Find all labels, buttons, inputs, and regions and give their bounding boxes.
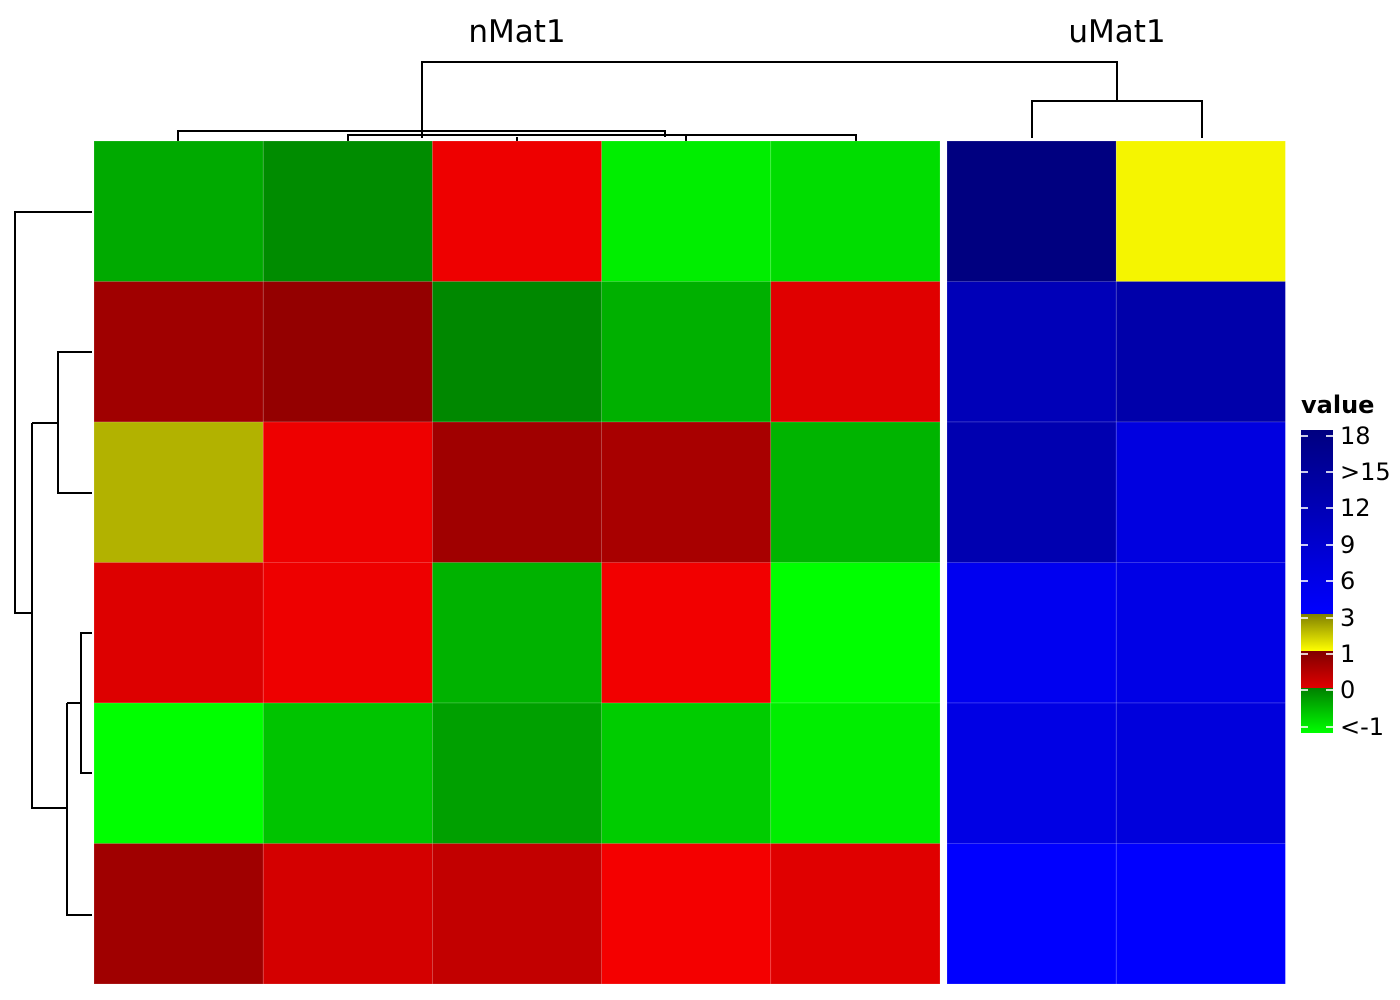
heatmap-block-nmat1 — [93, 140, 941, 985]
heatmap-cell-nmat1-r6-c1 — [93, 843, 264, 985]
legend-tick-label: >15 — [1340, 458, 1391, 486]
column-dendrogram-umat1-link — [1031, 100, 1203, 138]
heatmap-cell-nmat1-r2-c3 — [432, 281, 602, 423]
row-dendrogram — [14, 211, 92, 916]
row-dendrogram-row2-row3-link — [57, 351, 92, 494]
column-dendrogram — [177, 61, 1203, 141]
legend-tick-label: 12 — [1340, 494, 1371, 522]
heatmap-cell-umat1-r1-c1 — [946, 140, 1117, 282]
heatmap-cell-nmat1-r2-c2 — [262, 281, 433, 423]
heatmap-cell-nmat1-r4-c2 — [262, 562, 433, 704]
heatmap-cell-umat1-r3-c1 — [946, 421, 1117, 563]
row-dendrogram-top-link — [14, 211, 92, 614]
legend-tick-label: 6 — [1340, 567, 1355, 595]
heatmap-cell-nmat1-r6-c5 — [770, 843, 941, 985]
heatmap-cell-umat1-r4-c2 — [1115, 562, 1286, 704]
heatmap-cell-nmat1-r3-c5 — [770, 421, 941, 563]
heatmap-cell-nmat1-r1-c5 — [770, 140, 941, 282]
heatmap-cell-nmat1-r5-c4 — [601, 702, 772, 844]
heatmap-cell-nmat1-r4-c3 — [432, 562, 602, 704]
heatmap-cell-umat1-r2-c2 — [1115, 281, 1286, 423]
heatmap-cell-umat1-r5-c1 — [946, 702, 1117, 844]
legend-bar-yellow — [1301, 614, 1333, 651]
group-title-umat1: uMat1 — [1068, 14, 1165, 50]
heatmap-cell-nmat1-r1-c1 — [93, 140, 264, 282]
heatmap-cell-nmat1-r2-c4 — [601, 281, 772, 423]
legend-tick-label: 1 — [1340, 640, 1355, 668]
heatmap-cell-nmat1-r6-c3 — [432, 843, 602, 985]
legend-tick-label: 3 — [1340, 604, 1355, 632]
legend: value 18 >15 12 9 6 3 1 0 <-1 — [1301, 391, 1391, 741]
heatmap-cell-nmat1-r3-c2 — [262, 421, 433, 563]
heatmap-cell-umat1-r5-c2 — [1115, 702, 1286, 844]
heatmap-cell-umat1-r2-c1 — [946, 281, 1117, 423]
legend-tick-label: 9 — [1340, 531, 1355, 559]
legend-bar-green — [1301, 688, 1333, 733]
heatmap-cell-nmat1-r3-c1 — [93, 421, 264, 563]
heatmap-cell-nmat1-r5-c2 — [262, 702, 433, 844]
heatmap-cell-nmat1-r4-c4 — [601, 562, 772, 704]
heatmap-cell-nmat1-r3-c3 — [432, 421, 602, 563]
column-dendrogram-nmat1-link-b — [347, 134, 857, 141]
heatmap-cell-nmat1-r6-c2 — [262, 843, 433, 985]
legend-tick-label: 0 — [1340, 676, 1355, 704]
heatmap-cell-nmat1-r3-c4 — [601, 421, 772, 563]
heatmap-cell-nmat1-r5-c1 — [93, 702, 264, 844]
row-dendrogram-lower-cluster — [66, 703, 92, 916]
row-dendrogram-upper-cluster — [31, 423, 67, 809]
row-dendrogram-row4-row5-link — [80, 632, 92, 774]
heatmap-cell-umat1-r4-c1 — [946, 562, 1117, 704]
legend-bar-blue — [1301, 430, 1333, 614]
legend-ticks: 18 >15 12 9 6 3 1 0 <-1 — [1301, 422, 1391, 741]
column-dendrogram-top-link — [421, 61, 1118, 138]
heatmap-cell-umat1-r3-c2 — [1115, 421, 1286, 563]
heatmap-cell-umat1-r1-c2 — [1115, 140, 1286, 282]
heatmap-cell-nmat1-r4-c5 — [770, 562, 941, 704]
heatmap-cell-umat1-r6-c2 — [1115, 843, 1286, 985]
heatmap-cell-nmat1-r4-c1 — [93, 562, 264, 704]
heatmap-cell-nmat1-r6-c4 — [601, 843, 772, 985]
heatmap-cell-umat1-r6-c1 — [946, 843, 1117, 985]
heatmap-cell-nmat1-r5-c3 — [432, 702, 602, 844]
legend-tick-label: 18 — [1340, 422, 1371, 450]
group-title-nmat1: nMat1 — [468, 14, 565, 50]
heatmap-cell-nmat1-r1-c4 — [601, 140, 772, 282]
heatmap-cell-nmat1-r5-c5 — [770, 702, 941, 844]
heatmap-block-umat1 — [946, 140, 1286, 985]
heatmap-cell-nmat1-r2-c5 — [770, 281, 941, 423]
legend-bar-red — [1301, 651, 1333, 688]
legend-title: value — [1301, 391, 1374, 419]
heatmap-cell-nmat1-r2-c1 — [93, 281, 264, 423]
heatmap-cell-nmat1-r1-c2 — [262, 140, 433, 282]
legend-tick-label: <-1 — [1340, 713, 1384, 741]
heatmap-cell-nmat1-r1-c3 — [432, 140, 602, 282]
